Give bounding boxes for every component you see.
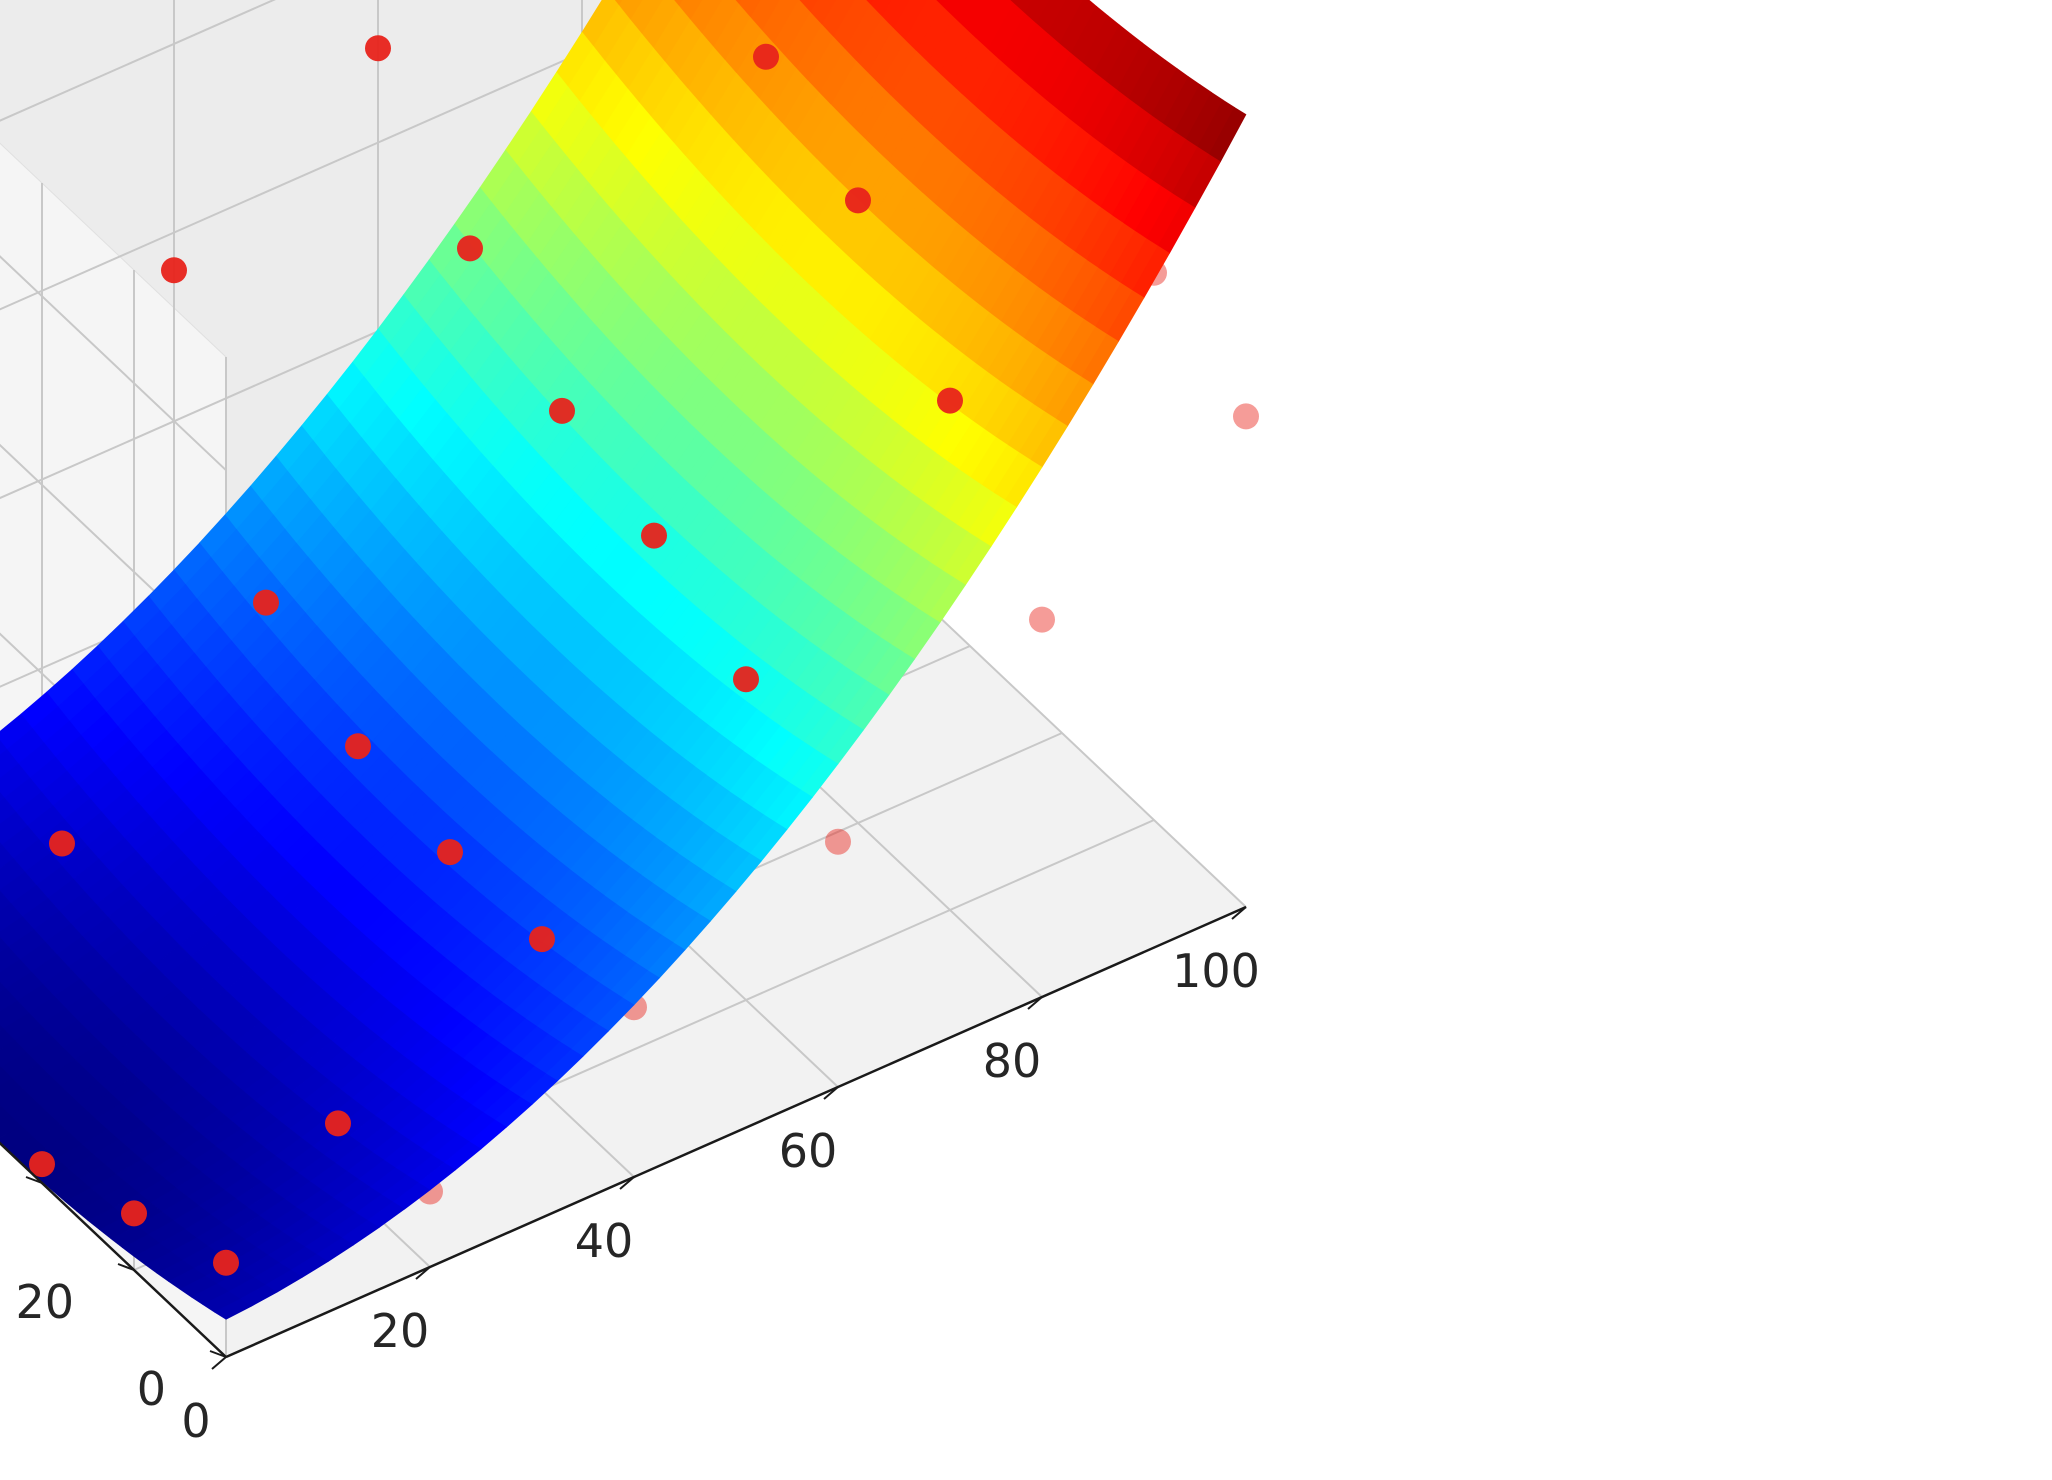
surface-facet xyxy=(0,842,3,847)
y-tick-label: 0 xyxy=(137,1362,166,1416)
x-tick-mark xyxy=(1027,996,1043,1010)
y-tick-mark xyxy=(209,1350,227,1358)
data-point xyxy=(325,1110,351,1137)
data-point xyxy=(121,1200,147,1227)
surface-facet xyxy=(0,937,9,953)
data-point xyxy=(845,187,871,214)
y-tick-mark xyxy=(25,1176,43,1184)
data-point xyxy=(1029,606,1055,633)
x-tick-mark xyxy=(619,1176,635,1190)
x-axis-line xyxy=(225,905,1247,1359)
tick-labels: 02040608010002040608010012345 xyxy=(15,906,1260,1448)
surface-facet xyxy=(734,0,742,5)
data-point xyxy=(345,733,371,760)
x-tick-label: 100 xyxy=(1172,944,1260,998)
data-point xyxy=(253,589,279,616)
x-tick-label: 0 xyxy=(181,1394,210,1448)
surface-facet xyxy=(614,0,623,7)
data-point xyxy=(753,43,779,70)
fitted-surface xyxy=(0,0,1247,1320)
data-point xyxy=(365,35,391,62)
x-tick-label: 80 xyxy=(983,1034,1042,1088)
surface-facet xyxy=(935,0,946,7)
x-tick-label: 20 xyxy=(371,1304,430,1358)
y-axis-line xyxy=(0,1141,227,1358)
data-point xyxy=(437,839,463,866)
data-point xyxy=(641,522,667,549)
y-tick-label: 20 xyxy=(15,1275,74,1329)
surface-facet xyxy=(0,740,8,756)
data-point xyxy=(825,828,851,855)
surface-facet xyxy=(0,981,7,993)
surface-facet xyxy=(0,1024,4,1032)
y-tick-mark xyxy=(117,1263,135,1271)
data-point xyxy=(457,235,483,262)
scatter-points-front xyxy=(29,35,963,1276)
data-point xyxy=(213,1249,239,1276)
data-point xyxy=(161,257,187,284)
x-tick-mark xyxy=(823,1086,839,1100)
data-point xyxy=(549,397,575,424)
axis-lines xyxy=(0,905,1247,1359)
data-point xyxy=(733,666,759,693)
surface-facet xyxy=(213,1298,253,1320)
surface-facet xyxy=(673,0,684,7)
surface-facet xyxy=(865,0,874,6)
x-tick-label: 60 xyxy=(779,1124,838,1178)
data-point xyxy=(49,830,75,857)
x-tick-mark xyxy=(211,1356,227,1370)
x-tick-label: 40 xyxy=(575,1214,634,1268)
grid-line xyxy=(0,255,227,471)
surface-facet xyxy=(0,792,5,802)
data-point xyxy=(937,387,963,414)
x-tick-mark xyxy=(1231,906,1247,920)
data-point xyxy=(529,926,555,953)
grid-line xyxy=(0,443,227,660)
data-point xyxy=(1233,403,1259,430)
x-tick-mark xyxy=(415,1266,431,1280)
data-point xyxy=(29,1151,55,1178)
